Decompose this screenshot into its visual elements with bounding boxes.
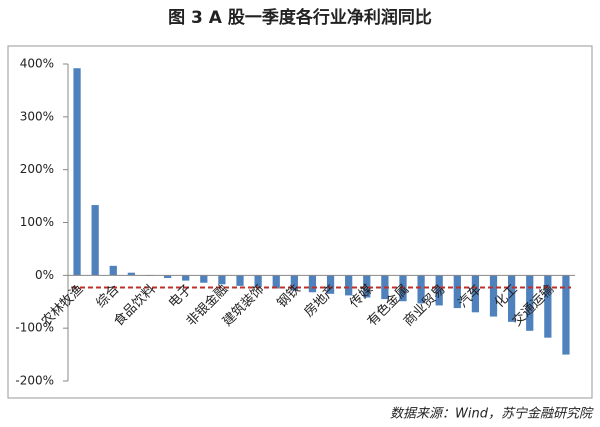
bar [508, 275, 516, 322]
y-tick-label: 0% [35, 268, 54, 282]
bar [163, 275, 172, 278]
bar [109, 265, 117, 276]
bar [326, 275, 335, 294]
y-tick-label: 200% [20, 162, 54, 176]
bar [290, 275, 298, 291]
source-note: 数据来源：Wind，苏宁金融研究院 [390, 406, 594, 422]
bar [200, 275, 208, 283]
bar [417, 275, 425, 304]
bar [127, 272, 135, 276]
x-tick-label: 电子 [166, 282, 195, 311]
bar [272, 275, 280, 289]
bar [363, 275, 371, 298]
bar [489, 275, 498, 317]
x-tick-label: 综合 [94, 282, 123, 311]
bar [91, 205, 99, 276]
y-tick-label: 400% [20, 57, 54, 71]
x-tick-label: 农林牧渔 [39, 282, 86, 329]
bar [471, 275, 480, 313]
bar [562, 275, 570, 355]
bar [182, 275, 190, 281]
y-tick-label: -200% [15, 374, 54, 388]
bar [345, 275, 353, 296]
y-tick-label: 100% [20, 215, 54, 229]
bar [236, 275, 244, 286]
y-tick-label: -100% [15, 321, 54, 335]
bar [254, 275, 262, 287]
chart-title: 图 3 A 股一季度各行业净利润同比 [168, 7, 432, 28]
bar [526, 275, 534, 331]
bar [544, 275, 552, 338]
plot-frame [7, 45, 593, 399]
bar [73, 68, 81, 276]
bar [308, 275, 317, 293]
bar [435, 275, 443, 306]
y-tick-label: 300% [20, 109, 54, 123]
bar [218, 275, 226, 285]
bar [453, 275, 461, 309]
